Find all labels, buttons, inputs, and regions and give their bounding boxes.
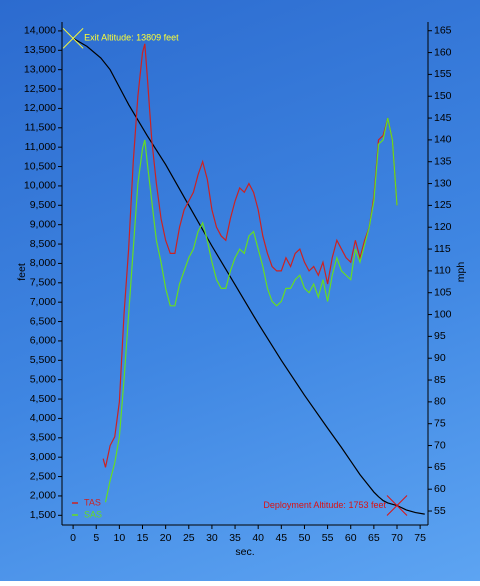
x-tick-label: 20: [160, 532, 172, 544]
y-tick-label: 6,500: [30, 315, 56, 327]
y-tick-label: 2,500: [30, 470, 56, 482]
annotation-marker: [62, 27, 84, 49]
y-axis-label: feet: [16, 263, 28, 281]
series-line: [104, 117, 398, 503]
y2-tick-label: 125: [434, 199, 452, 211]
x-tick-label: 25: [183, 532, 195, 544]
annotation-text: Deployment Altitude: 1753 feet: [263, 500, 386, 510]
y-tick-label: 6,000: [30, 335, 56, 347]
y-tick-label: 3,500: [30, 432, 56, 444]
y-tick-label: 12,500: [24, 83, 56, 95]
y-tick-label: 8,500: [30, 238, 56, 250]
x-tick-label: 10: [114, 532, 126, 544]
y-tick-label: 14,000: [24, 25, 56, 37]
y2-tick-label: 155: [434, 68, 452, 80]
x-axis-label: sec.: [235, 546, 254, 558]
y2-tick-label: 95: [434, 330, 446, 342]
y2-tick-label: 130: [434, 177, 452, 189]
x-tick-label: 35: [229, 532, 241, 544]
y2-tick-label: 75: [434, 417, 446, 429]
x-tick-label: 5: [93, 532, 99, 544]
x-tick-label: 50: [299, 532, 311, 544]
x-tick-label: 60: [345, 532, 357, 544]
legend-label: SAS: [84, 509, 102, 519]
y-tick-label: 4,500: [30, 393, 56, 405]
y2-tick-label: 65: [434, 461, 446, 473]
y-tick-label: 9,000: [30, 218, 56, 230]
y2-tick-label: 100: [434, 308, 452, 320]
y2-tick-label: 120: [434, 221, 452, 233]
y-tick-label: 11,500: [25, 122, 56, 134]
x-tick-label: 15: [137, 532, 149, 544]
x-tick-label: 30: [206, 532, 218, 544]
y2-tick-label: 115: [434, 243, 451, 255]
legend-label: TAS: [84, 497, 101, 507]
y2-tick-label: 60: [434, 483, 446, 495]
y-tick-label: 13,000: [24, 63, 56, 75]
annotation-marker: [386, 495, 408, 516]
y2-tick-label: 110: [434, 265, 451, 277]
y-tick-label: 9,500: [30, 199, 56, 211]
y-tick-label: 12,000: [24, 102, 56, 114]
x-tick-label: 70: [391, 532, 403, 544]
series-line: [72, 37, 425, 515]
y2-tick-label: 160: [434, 46, 452, 58]
y2-tick-label: 80: [434, 396, 446, 408]
y2-tick-label: 70: [434, 439, 446, 451]
annotation-text: Exit Altitude: 13809 feet: [84, 33, 179, 43]
series-line: [102, 43, 398, 468]
y2-axis-label: mph: [455, 262, 467, 283]
y-tick-label: 10,500: [24, 160, 56, 172]
y2-tick-label: 85: [434, 374, 446, 386]
y-tick-label: 10,000: [24, 180, 56, 192]
y-tick-label: 7,000: [30, 296, 56, 308]
x-tick-label: 40: [252, 532, 264, 544]
y2-tick-label: 55: [434, 505, 446, 517]
y-tick-label: 8,000: [30, 257, 56, 269]
y-tick-label: 13,500: [24, 44, 56, 56]
x-tick-label: 0: [70, 532, 76, 544]
y-tick-label: 2,000: [30, 490, 56, 502]
y-tick-label: 3,000: [30, 451, 56, 463]
y2-tick-label: 140: [434, 134, 452, 146]
y2-tick-label: 165: [434, 25, 452, 37]
y-tick-label: 5,500: [30, 354, 56, 366]
y2-tick-label: 105: [434, 286, 452, 298]
y-tick-label: 4,000: [30, 412, 56, 424]
y-tick-label: 7,500: [30, 277, 56, 289]
y-tick-label: 11,000: [25, 141, 56, 153]
y2-tick-label: 145: [434, 112, 452, 124]
x-tick-label: 55: [322, 532, 334, 544]
y2-tick-label: 90: [434, 352, 446, 364]
y2-tick-label: 150: [434, 90, 452, 102]
x-tick-label: 65: [368, 532, 380, 544]
x-tick-label: 45: [275, 532, 287, 544]
y2-tick-label: 135: [434, 156, 452, 168]
x-tick-label: 75: [414, 532, 426, 544]
y-tick-label: 5,000: [30, 373, 56, 385]
y-tick-label: 1,500: [30, 509, 56, 521]
